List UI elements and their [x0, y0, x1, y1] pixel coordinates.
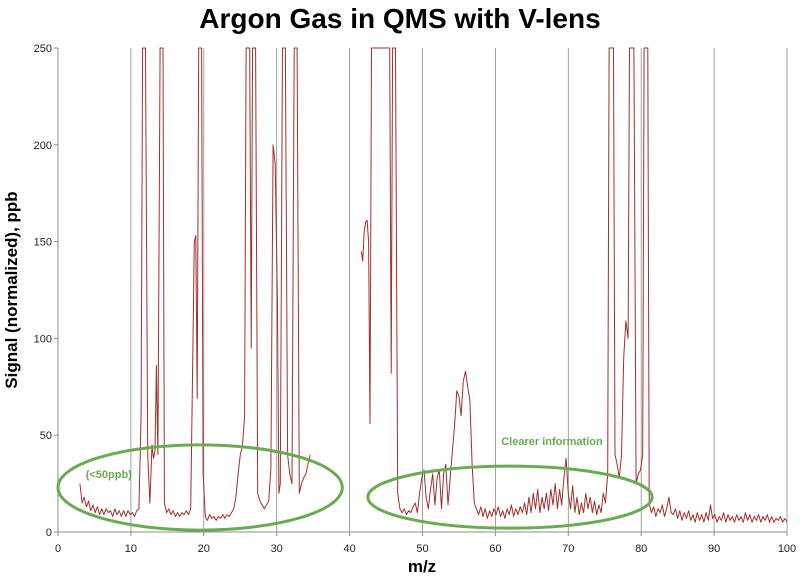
annotations: (<50ppb) Clearer information	[56, 436, 654, 532]
annotation-ellipse-1	[366, 464, 654, 530]
x-tick-label-10: 10	[125, 543, 137, 555]
x-tick-label-50: 50	[416, 543, 428, 555]
y-tick-label-100: 100	[34, 333, 52, 345]
chart-title: Argon Gas in QMS with V-lens	[199, 3, 600, 34]
x-axis-label: m/z	[408, 557, 436, 576]
y-tick-label-50: 50	[40, 430, 52, 442]
y-axis-label: Signal (normalized), ppb	[2, 191, 21, 388]
annotation-ellipse-0	[56, 443, 344, 532]
series-line-0	[79, 47, 788, 523]
y-tick-label-0: 0	[46, 527, 52, 539]
x-tick-label-100: 100	[778, 543, 796, 555]
grid	[130, 48, 788, 532]
x-tick-label-20: 20	[198, 543, 210, 555]
x-tick-label-40: 40	[343, 543, 355, 555]
y-tick-label-250: 250	[34, 43, 52, 55]
series	[79, 47, 788, 523]
x-tick-label-90: 90	[708, 543, 720, 555]
y-tick-labels: 0 50 100 150 200 250	[34, 43, 52, 539]
annotation-label-0: (<50ppb)	[86, 469, 132, 481]
x-tick-labels: 0 10 20 30 40 50 60 70 80 90 100	[55, 543, 796, 555]
y-tick-label-150: 150	[34, 237, 52, 249]
annotation-label-1: Clearer information	[501, 436, 603, 448]
x-tick-label-30: 30	[271, 543, 283, 555]
y-tick-label-200: 200	[34, 140, 52, 152]
axes	[54, 47, 788, 536]
x-tick-label-80: 80	[635, 543, 647, 555]
x-tick-label-70: 70	[562, 543, 574, 555]
x-tick-label-60: 60	[489, 543, 501, 555]
x-tick-label-0: 0	[55, 543, 61, 555]
